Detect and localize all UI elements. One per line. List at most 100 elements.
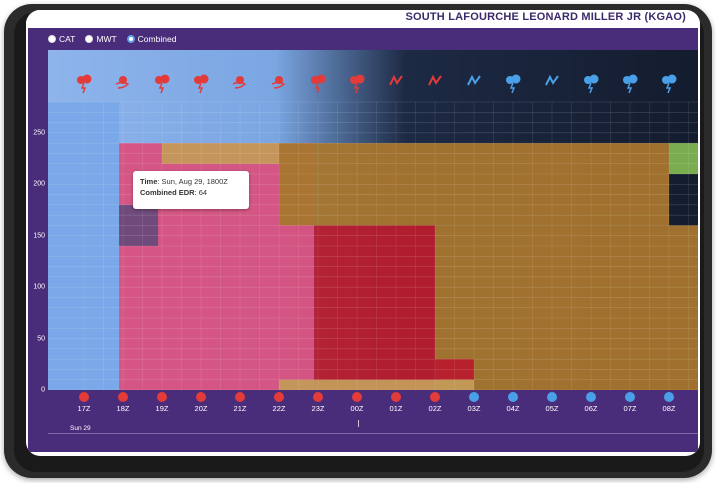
hour-status-dot [274,392,284,402]
radio-cat[interactable]: CAT [48,34,75,44]
forecast-panel: CAT MWT Combined 250 200 150 100 50 0 Time: S… [28,28,698,452]
y-axis: 250 200 150 100 50 0 [28,50,48,393]
turbulence-icon [545,74,559,86]
x-tick[interactable]: 00Z [342,390,372,413]
tooltip-time-value: : Sun, Aug 29, 1800Z [157,177,228,186]
x-tick-label: 18Z [116,404,130,413]
x-tick-label: 20Z [194,404,208,413]
edr-heatmap[interactable]: Time: Sun, Aug 29, 1800Z Combined EDR: 6… [48,50,698,390]
x-tick-label: 03Z [467,404,481,413]
storm-icon [628,74,638,84]
storm-icon [587,82,594,94]
hour-status-dot [196,392,206,402]
x-tick-label: 21Z [233,404,247,413]
heat-region-red [314,225,435,390]
x-tick[interactable]: 08Z [654,390,684,413]
wind-icon [232,81,247,89]
storm-icon [353,82,360,94]
time-scrubber[interactable] [358,420,359,427]
date-label: Sun 29 [70,425,91,432]
x-tick[interactable]: 02Z [420,390,450,413]
radio-cat-dot[interactable] [48,35,56,43]
y-tick-label: 250 [33,129,45,137]
x-tick[interactable]: 19Z [147,390,177,413]
heat-region-tan [162,143,279,164]
storm-icon [511,74,521,84]
x-tick-label: 01Z [389,404,403,413]
heat-region-brown [279,143,669,226]
radio-mwt[interactable]: MWT [85,34,117,44]
x-tick-label: 05Z [545,404,559,413]
heat-region-brown [435,225,698,390]
x-tick-label: 06Z [584,404,598,413]
x-tick[interactable]: 20Z [186,390,216,413]
storm-icon [158,82,165,94]
y-tick-label: 200 [33,180,45,188]
x-tick[interactable]: 23Z [303,390,333,413]
divider [48,433,698,434]
x-tick[interactable]: 01Z [381,390,411,413]
x-tick[interactable]: 04Z [498,390,528,413]
x-axis: 17Z 18Z 19Z 20Z 21Z 22Z 23Z 00Z 01Z 02Z 03Z 04Z 05Z 0… [48,390,698,424]
turbulence-icon [467,74,481,86]
hour-status-dot [469,392,479,402]
storm-icon [160,74,170,84]
storm-icon [197,82,204,94]
storm-icon [82,74,92,84]
y-tick-label: 150 [33,232,45,240]
hour-status-dot [235,392,245,402]
hour-status-dot [586,392,596,402]
radio-cat-label: CAT [59,34,76,44]
x-tick-label: 04Z [506,404,520,413]
x-tick[interactable]: 22Z [264,390,294,413]
hour-status-dot [157,392,167,402]
storm-icon [667,74,677,84]
x-tick[interactable]: 18Z [108,390,138,413]
x-tick[interactable]: 06Z [576,390,606,413]
radio-combined-dot[interactable] [126,35,135,43]
x-tick-label: 08Z [662,404,676,413]
heatmap-svg [48,50,698,390]
storm-icon [589,74,599,84]
storm-icon [80,82,87,94]
storm-icon [509,82,516,94]
app-screen: SOUTH LAFOURCHE LEONARD MILLER JR (KGAO)… [26,10,700,456]
hour-status-dot [391,392,401,402]
y-tick-label: 50 [37,335,45,343]
hour-status-dot [352,392,362,402]
x-tick[interactable]: 03Z [459,390,489,413]
x-tick[interactable]: 07Z [615,390,645,413]
layer-toggle: CAT MWT Combined [48,31,176,47]
storm-icon [665,82,672,94]
storm-icon [314,82,321,94]
x-tick-label: 07Z [623,404,637,413]
storm-icon [626,82,633,94]
hour-status-dot [508,392,518,402]
hour-status-dot [118,392,128,402]
radio-combined-label: Combined [137,34,177,44]
hour-status-dot [79,392,89,402]
y-tick-label: 0 [41,386,45,394]
x-tick-label: 17Z [77,404,91,413]
hour-status-dot [313,392,323,402]
radio-mwt-dot[interactable] [85,35,94,43]
low-level-band [48,102,120,390]
x-tick-label: 23Z [311,404,325,413]
hover-tooltip: Time: Sun, Aug 29, 1800Z Combined EDR: 6… [133,171,249,209]
x-tick[interactable]: 05Z [537,390,567,413]
hour-status-dot [625,392,635,402]
x-tick-label: 22Z [272,404,286,413]
hour-status-dot [664,392,674,402]
radio-mwt-label: MWT [96,34,117,44]
x-tick[interactable]: 17Z [69,390,99,413]
x-tick[interactable]: 21Z [225,390,255,413]
storm-icon [316,74,326,84]
radio-combined[interactable]: Combined [126,34,177,44]
turbulence-icon [389,74,403,86]
heat-region-purple [119,204,159,246]
x-tick-label: 02Z [428,404,442,413]
page-title: SOUTH LAFOURCHE LEONARD MILLER JR (KGAO) [405,11,686,23]
turbulence-icon [428,74,442,86]
heat-region-red [435,359,474,380]
title-bar: SOUTH LAFOURCHE LEONARD MILLER JR (KGAO) [26,10,700,28]
